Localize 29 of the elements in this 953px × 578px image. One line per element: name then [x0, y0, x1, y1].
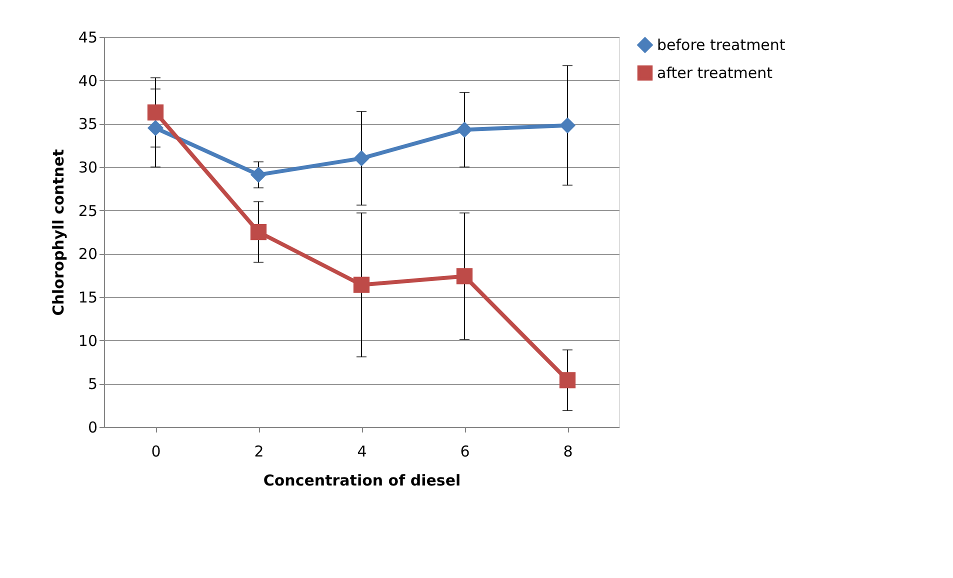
x-axis-title: Concentration of diesel	[263, 472, 461, 490]
y-tick-label: 10	[78, 332, 98, 350]
x-tick-label: 8	[563, 442, 573, 460]
y-tick-label: 20	[78, 245, 98, 264]
x-tick-label: 2	[254, 442, 264, 460]
point	[147, 104, 164, 120]
y-tick-label: 25	[78, 202, 98, 220]
legend-label: before treatment	[657, 36, 786, 54]
y-tick-label: 40	[78, 72, 98, 90]
point	[456, 122, 473, 138]
y-tick-label: 15	[78, 288, 98, 306]
x-tick-label: 4	[357, 442, 367, 460]
point	[250, 224, 267, 240]
point	[353, 276, 370, 293]
legend-label: after treatment	[657, 64, 773, 82]
y-axis-title: Chlorophyll contnet	[49, 149, 68, 316]
y-tick-label: 30	[78, 158, 98, 176]
x-tick-label: 6	[460, 442, 470, 460]
point	[456, 268, 473, 284]
x-tick-label: 0	[151, 442, 161, 460]
y-tick-label: 5	[88, 375, 98, 394]
y-tick-label: 35	[78, 115, 98, 134]
point	[250, 166, 267, 183]
point	[559, 117, 576, 134]
y-tick-label: 45	[78, 28, 98, 46]
point	[353, 150, 370, 166]
point	[559, 372, 576, 388]
y-tick-label: 0	[88, 418, 98, 436]
point	[147, 120, 164, 136]
